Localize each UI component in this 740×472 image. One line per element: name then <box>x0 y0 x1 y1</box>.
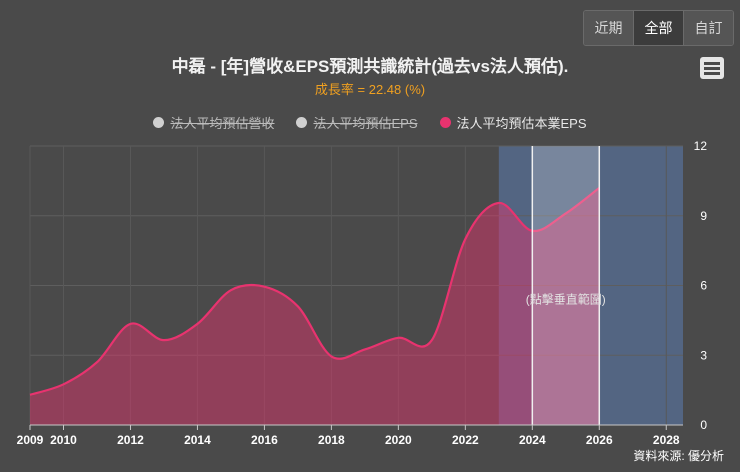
x-tick-label: 2018 <box>318 433 345 447</box>
series-area <box>30 187 600 425</box>
y-tick-label: 3 <box>700 348 707 362</box>
legend-item-eps[interactable]: 法人平均預估EPS <box>296 113 418 132</box>
hamburger-menu-icon[interactable] <box>700 57 724 79</box>
range-recent-button[interactable]: 近期 <box>584 11 634 45</box>
x-tick-label: 2022 <box>452 433 479 447</box>
y-tick-label: 12 <box>694 139 708 153</box>
legend-dot-revenue <box>153 117 165 128</box>
legend-label-eps: 法人平均預估EPS <box>313 116 418 131</box>
y-tick-label: 6 <box>700 279 707 293</box>
range-selector: 近期 全部 自訂 <box>583 10 734 46</box>
legend-item-revenue[interactable]: 法人平均預估營收 <box>153 113 274 132</box>
x-tick-label: 2010 <box>50 433 77 447</box>
chart-subtitle: 成長率 = 22.48 (%) <box>314 82 426 97</box>
chart-title: 中磊 - [年]營收&EPS預測共識統計(過去vs法人預估). <box>171 57 569 76</box>
y-tick-label: 9 <box>700 209 707 223</box>
x-tick-label: 2014 <box>184 433 211 447</box>
legend-dot-core-eps <box>439 117 451 128</box>
legend-item-core-eps[interactable]: 法人平均預估本業EPS <box>439 113 587 132</box>
x-tick-label: 2009 <box>17 433 44 447</box>
highlight-band <box>532 146 600 425</box>
x-tick-label: 2020 <box>385 433 412 447</box>
legend-dot-eps <box>296 117 308 128</box>
range-custom-button[interactable]: 自訂 <box>684 11 733 45</box>
range-all-button[interactable]: 全部 <box>634 11 684 45</box>
legend-label-core-eps: 法人平均預估本業EPS <box>456 116 587 131</box>
chart-legend: 法人平均預估營收 法人平均預估EPS 法人平均預估本業EPS <box>0 113 740 132</box>
x-tick-label: 2028 <box>653 433 680 447</box>
x-tick-label: 2024 <box>519 433 546 447</box>
data-source: 資料來源: 優分析 <box>633 449 724 463</box>
legend-label-revenue: 法人平均預估營收 <box>170 116 275 131</box>
x-tick-label: 2012 <box>117 433 144 447</box>
highlight-band-label: (點擊垂直範圍) <box>526 292 606 307</box>
series-line <box>29 186 600 396</box>
x-tick-label: 2026 <box>586 433 613 447</box>
x-tick-label: 2016 <box>251 433 278 447</box>
y-tick-label: 0 <box>700 418 707 432</box>
